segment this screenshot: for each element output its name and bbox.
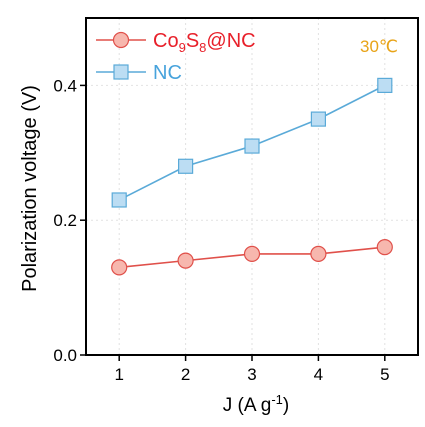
- x-tick-label: 5: [380, 365, 389, 384]
- x-axis-label: J (A g-1): [223, 392, 289, 416]
- x-tick-label: 4: [314, 365, 323, 384]
- nc-point: [377, 77, 393, 94]
- y-axis-label: Polarization voltage (V): [19, 85, 41, 292]
- legend-label: Co9S8@NC: [153, 30, 256, 55]
- x-tick-label: 1: [114, 365, 123, 384]
- co9s8-point: [111, 259, 128, 276]
- temperature-annotation: 30℃: [360, 37, 398, 56]
- y-tick-label: 0.0: [53, 346, 77, 365]
- axes: 1 2 3 4 5 0.0 0.2 0.4: [53, 76, 389, 384]
- nc-point: [111, 192, 127, 208]
- x-tick-label: 3: [247, 365, 256, 384]
- x-tick-label: 2: [181, 365, 190, 384]
- series-co9s8: [111, 239, 393, 276]
- y-tick-label: 0.2: [53, 211, 77, 230]
- nc-point: [178, 158, 194, 174]
- y-tick-label: 0.4: [53, 76, 77, 95]
- legend-item-co9s8: Co9S8@NC: [96, 30, 256, 55]
- co9s8-point: [243, 245, 261, 262]
- series-nc: [111, 77, 393, 208]
- legend-marker: [113, 64, 129, 80]
- nc-point: [310, 111, 326, 127]
- legend: Co9S8@NC NC: [96, 30, 256, 84]
- nc-point: [244, 138, 260, 154]
- legend-label: NC: [153, 62, 182, 84]
- co9s8-point: [376, 239, 393, 256]
- grid-lines: [86, 18, 418, 355]
- legend-marker: [112, 31, 130, 49]
- legend-item-nc: NC: [96, 62, 182, 84]
- co9s8-point: [310, 245, 327, 262]
- co9s8-point: [177, 252, 194, 269]
- series-layer: [111, 77, 393, 276]
